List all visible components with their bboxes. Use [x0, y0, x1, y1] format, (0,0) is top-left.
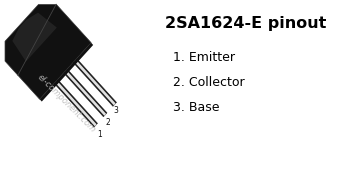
Polygon shape — [12, 13, 57, 62]
Text: 2. Collector: 2. Collector — [173, 77, 244, 90]
Polygon shape — [73, 59, 117, 106]
Text: 1: 1 — [97, 130, 102, 139]
Polygon shape — [5, 5, 91, 99]
Text: el-component.com: el-component.com — [36, 72, 97, 134]
Text: 3. Base: 3. Base — [173, 102, 219, 115]
Text: 2: 2 — [106, 118, 110, 127]
Polygon shape — [55, 80, 97, 126]
Polygon shape — [64, 69, 107, 117]
Text: 1. Emitter: 1. Emitter — [173, 52, 235, 64]
Text: 2SA1624-E pinout: 2SA1624-E pinout — [165, 16, 327, 31]
Polygon shape — [40, 43, 93, 102]
Text: 3: 3 — [114, 106, 119, 115]
Polygon shape — [65, 70, 106, 116]
Polygon shape — [54, 80, 97, 127]
Polygon shape — [74, 59, 116, 105]
